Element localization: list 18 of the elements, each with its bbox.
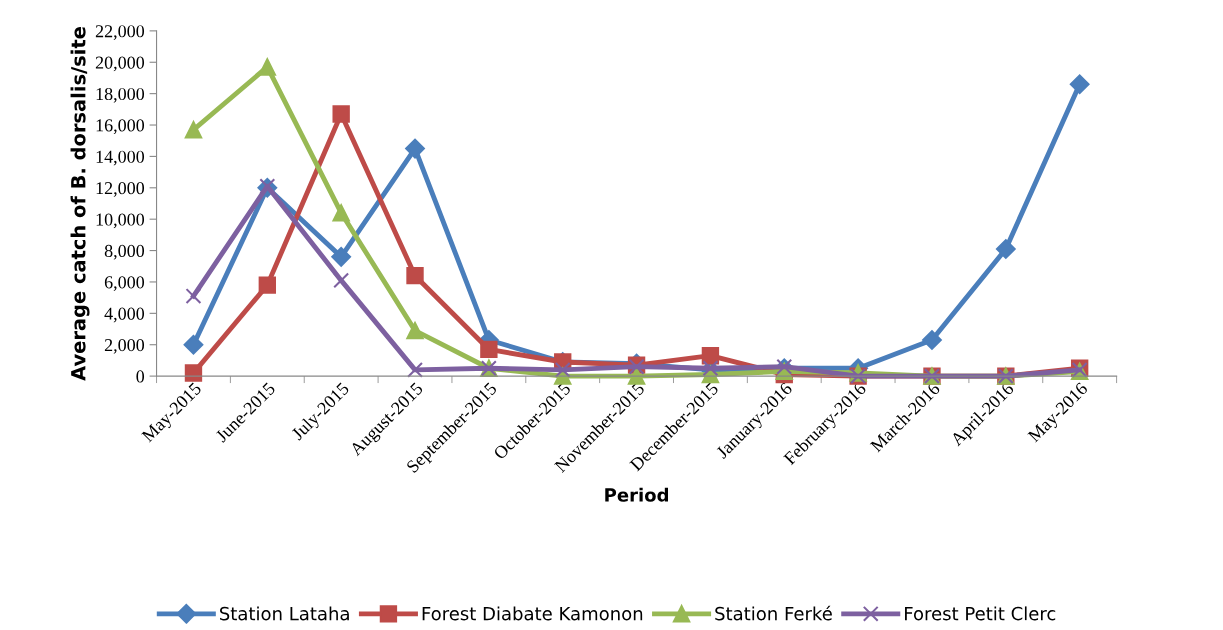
y-tick-label: 10,000 — [96, 213, 145, 229]
legend-label: Forest Petit Clerc — [905, 606, 1056, 621]
y-tick-label: 6,000 — [104, 276, 145, 291]
y-tick-label: 16,000 — [96, 119, 145, 135]
y-tick-label: 4,000 — [104, 307, 145, 323]
y-tick-label: 20,000 — [95, 56, 145, 72]
legend-label: Station Lataha — [220, 606, 349, 621]
y-tick-label: 2,000 — [104, 338, 145, 354]
legend-label: Forest Diabate Kamonon — [422, 606, 643, 621]
y-tick-label: 22,000 — [95, 25, 145, 40]
y-tick-label: 14,000 — [96, 150, 145, 166]
x-axis-title: Period — [605, 487, 669, 502]
y-tick-label: 8,000 — [104, 244, 145, 260]
y-axis-title: Average catch of B. dorsalis/site — [70, 27, 90, 381]
y-tick-label: 18,000 — [96, 87, 145, 103]
y-tick-label: 0 — [136, 370, 145, 383]
y-tick-label: 12,000 — [96, 182, 145, 197]
legend-label: Station Ferké — [715, 605, 832, 621]
